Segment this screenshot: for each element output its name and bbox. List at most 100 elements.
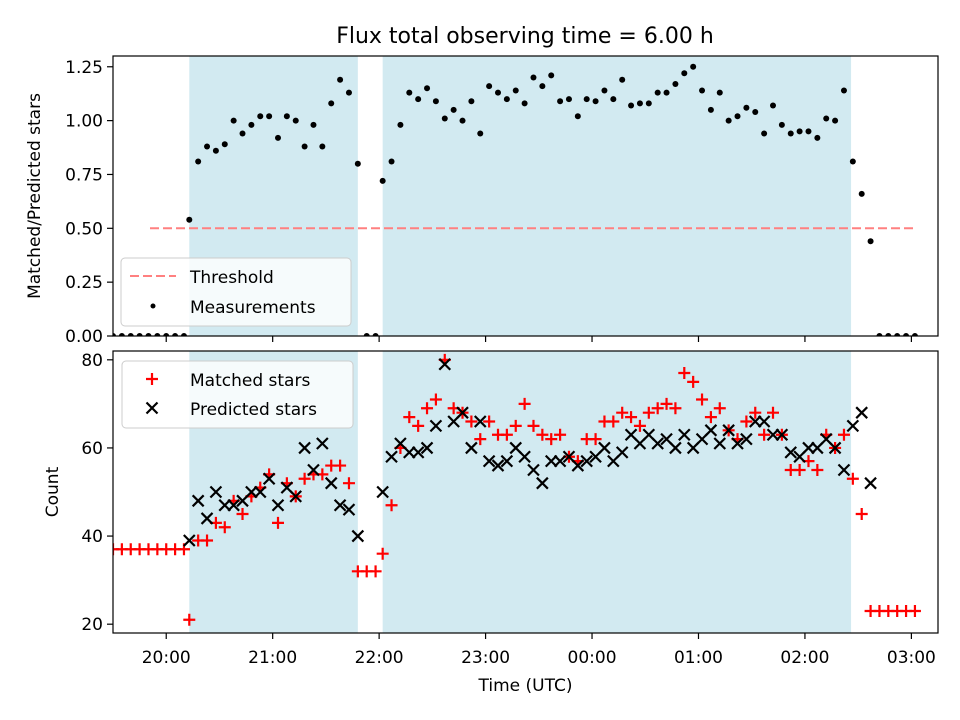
matched-stars-point	[607, 415, 620, 428]
matched-stars-point	[669, 402, 682, 415]
measurement-point	[521, 100, 528, 107]
measurement-point	[186, 216, 193, 223]
measurement-point	[275, 134, 281, 141]
measurement-point	[681, 70, 688, 77]
y-tick-label: 0.50	[65, 219, 103, 239]
predicted-stars-point	[598, 441, 611, 455]
predicted-stars-point	[420, 441, 434, 455]
predicted-stars-point	[784, 446, 798, 459]
matched-stars-point	[298, 472, 311, 485]
legend-box	[120, 257, 352, 327]
matched-stars-point	[642, 406, 655, 419]
predicted-stars-point	[536, 476, 549, 490]
matched-stars-point	[846, 472, 859, 485]
predicted-stars-point	[200, 512, 214, 525]
measurement-point	[310, 121, 317, 128]
observation-window	[382, 351, 852, 633]
matched-stars-point	[740, 415, 753, 428]
predicted-stars-point	[855, 406, 868, 419]
predicted-stars-point	[678, 428, 691, 441]
matched-stars-point	[403, 411, 416, 424]
predicted-stars-point	[298, 441, 311, 455]
legend: Threshold Measurements	[120, 257, 352, 327]
predicted-stars-point	[227, 498, 240, 512]
measurement-point	[849, 158, 856, 165]
matched-stars-point	[474, 433, 487, 446]
measurement-point	[397, 121, 404, 128]
measurement-point	[292, 117, 299, 124]
matched-stars-point	[218, 521, 231, 534]
measurement-point	[840, 87, 847, 94]
predicted-stars-point	[316, 437, 329, 450]
measurement-point	[283, 113, 290, 120]
predicted-stars-point	[518, 450, 531, 464]
measurement-point	[450, 106, 457, 113]
matched-stars-point	[385, 499, 398, 512]
predicted-stars-point	[740, 432, 753, 446]
predicted-stars-point	[307, 463, 320, 477]
measurement-point	[823, 115, 830, 122]
matched-stars-point	[908, 604, 921, 617]
plot-frame	[112, 350, 939, 634]
measurement-point	[583, 96, 590, 103]
measurement-point	[468, 98, 475, 105]
predicted-stars-point	[580, 454, 593, 468]
measurement-point	[172, 333, 179, 336]
predicted-stars-point	[209, 485, 223, 499]
y-tick-label: 1.25	[65, 58, 103, 78]
predicted-stars-point	[669, 441, 682, 455]
measurement-point	[654, 89, 661, 96]
predicted-stars-point	[757, 415, 771, 428]
x-tick-label: 22:00	[355, 648, 404, 668]
predicted-stars-point	[342, 503, 356, 516]
measurement-point	[911, 333, 918, 336]
measurement-point	[619, 76, 626, 83]
legend-measurement-label: Measurements	[190, 298, 316, 318]
matched-stars-point	[334, 459, 347, 472]
measurement-point	[512, 87, 519, 94]
matched-stars-point	[704, 411, 717, 424]
legend-measurement-swatch	[150, 303, 156, 309]
measurement-point	[885, 333, 892, 336]
predicted-stars-point	[731, 437, 744, 450]
matched-stars-point	[465, 415, 478, 428]
matched-stars-point	[545, 433, 558, 446]
measurement-point	[248, 121, 255, 128]
measurement-point	[539, 83, 546, 90]
measurement-point	[239, 130, 246, 137]
measurement-point	[154, 333, 161, 336]
measurement-point	[372, 333, 379, 336]
measurement-point	[328, 100, 335, 107]
matched-stars-point	[713, 402, 726, 415]
x-tick-label: 20:00	[142, 648, 191, 668]
measurement-point	[503, 96, 510, 103]
predicted-stars-point	[713, 437, 727, 450]
matched-stars-point	[767, 406, 779, 419]
measurement-point	[743, 104, 750, 111]
measurement-point	[230, 117, 237, 124]
observation-window	[382, 56, 852, 336]
matched-stars-point	[687, 375, 700, 388]
measurement-point	[610, 96, 617, 103]
matched-stars-point	[509, 419, 522, 432]
plot-frame	[112, 55, 939, 337]
predicted-stars-point	[183, 534, 196, 547]
predicted-stars-point	[553, 454, 567, 468]
measurement-point	[672, 81, 679, 87]
y-tick-label: 0.00	[65, 327, 103, 347]
measurement-point	[530, 74, 537, 81]
x-tick-label: 01:00	[674, 648, 723, 668]
y-tick-label: 1.00	[65, 112, 103, 132]
predicted-stars-point	[491, 459, 505, 472]
predicted-stars-point	[571, 459, 585, 472]
predicted-stars-point	[456, 406, 469, 419]
predicted-stars-point	[527, 463, 540, 477]
measurement-point	[363, 333, 370, 336]
measurement-point	[180, 333, 187, 336]
measurement-point	[441, 115, 448, 122]
measurement-point	[486, 83, 493, 90]
measurement-point	[601, 87, 608, 94]
measurement-point	[257, 113, 264, 120]
measurement-point	[690, 63, 697, 70]
